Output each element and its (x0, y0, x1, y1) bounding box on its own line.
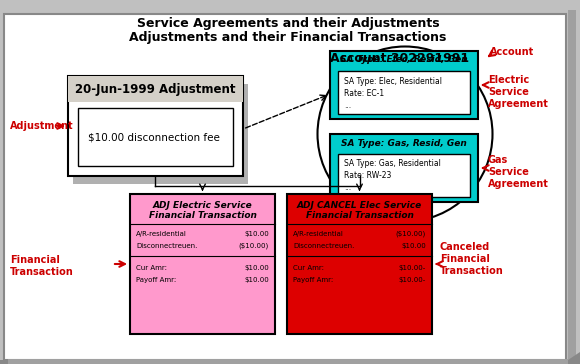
Text: $10.00: $10.00 (244, 231, 269, 237)
Text: ...: ... (344, 183, 351, 193)
Text: Disconnectreuen.: Disconnectreuen. (136, 243, 197, 249)
Text: Adjustment: Adjustment (10, 121, 74, 131)
Text: ($10.00): ($10.00) (396, 231, 426, 237)
Text: Gas
Service
Agreement: Gas Service Agreement (488, 155, 549, 189)
Text: Service Agreements and their Adjustments: Service Agreements and their Adjustments (137, 17, 439, 31)
Text: A/R-residential: A/R-residential (136, 231, 187, 237)
FancyBboxPatch shape (8, 359, 568, 364)
Text: $10.00: $10.00 (244, 277, 269, 283)
Polygon shape (568, 352, 580, 364)
Text: SA Type: Gas, Resid, Gen: SA Type: Gas, Resid, Gen (341, 138, 467, 147)
Text: ADJ Electric Service: ADJ Electric Service (153, 201, 252, 210)
Text: Financial Transaction: Financial Transaction (306, 211, 414, 221)
FancyBboxPatch shape (73, 84, 248, 184)
Text: Canceled
Financial
Transaction: Canceled Financial Transaction (440, 242, 504, 276)
FancyBboxPatch shape (130, 194, 275, 334)
Text: Account: Account (490, 47, 534, 57)
Text: Electric
Service
Agreement: Electric Service Agreement (488, 75, 549, 108)
FancyBboxPatch shape (330, 134, 478, 202)
Text: Financial Transaction: Financial Transaction (148, 211, 256, 221)
Text: $10.00: $10.00 (244, 265, 269, 271)
Text: Financial
Transaction: Financial Transaction (10, 255, 74, 277)
Text: SA Type: Elec, Residential: SA Type: Elec, Residential (344, 76, 442, 86)
Text: Cur Amr:: Cur Amr: (136, 265, 167, 271)
Text: $10.00-: $10.00- (399, 277, 426, 283)
Text: $10.00-: $10.00- (399, 265, 426, 271)
Text: Rate: RW-23: Rate: RW-23 (344, 171, 392, 181)
Text: ...: ... (344, 100, 351, 110)
Text: Disconnectreuen.: Disconnectreuen. (293, 243, 354, 249)
Text: Adjustments and their Financial Transactions: Adjustments and their Financial Transact… (129, 32, 447, 44)
Text: ($10.00): ($10.00) (239, 243, 269, 249)
Text: Payoff Amr:: Payoff Amr: (293, 277, 333, 283)
FancyBboxPatch shape (330, 51, 478, 119)
Text: SA Type: Elec, Resid, Gen: SA Type: Elec, Resid, Gen (340, 55, 468, 64)
Polygon shape (0, 360, 8, 364)
FancyBboxPatch shape (68, 76, 243, 176)
Text: $10.00 disconnection fee: $10.00 disconnection fee (88, 132, 220, 142)
Text: Rate: EC-1: Rate: EC-1 (344, 88, 384, 98)
FancyBboxPatch shape (68, 76, 243, 102)
FancyBboxPatch shape (4, 14, 566, 360)
FancyBboxPatch shape (287, 194, 432, 334)
FancyBboxPatch shape (78, 108, 233, 166)
Text: SA Type: Gas, Residential: SA Type: Gas, Residential (344, 159, 441, 169)
Text: 20-Jun-1999 Adjustment: 20-Jun-1999 Adjustment (75, 83, 235, 95)
Text: ADJ CANCEL Elec Service: ADJ CANCEL Elec Service (297, 201, 422, 210)
Text: A/R-residential: A/R-residential (293, 231, 344, 237)
FancyBboxPatch shape (338, 71, 470, 114)
Text: $10.00: $10.00 (401, 243, 426, 249)
Text: Cur Amr:: Cur Amr: (293, 265, 324, 271)
Text: Payoff Amr:: Payoff Amr: (136, 277, 176, 283)
FancyBboxPatch shape (338, 154, 470, 197)
FancyBboxPatch shape (568, 10, 576, 360)
Text: Account 302291991: Account 302291991 (331, 52, 470, 66)
